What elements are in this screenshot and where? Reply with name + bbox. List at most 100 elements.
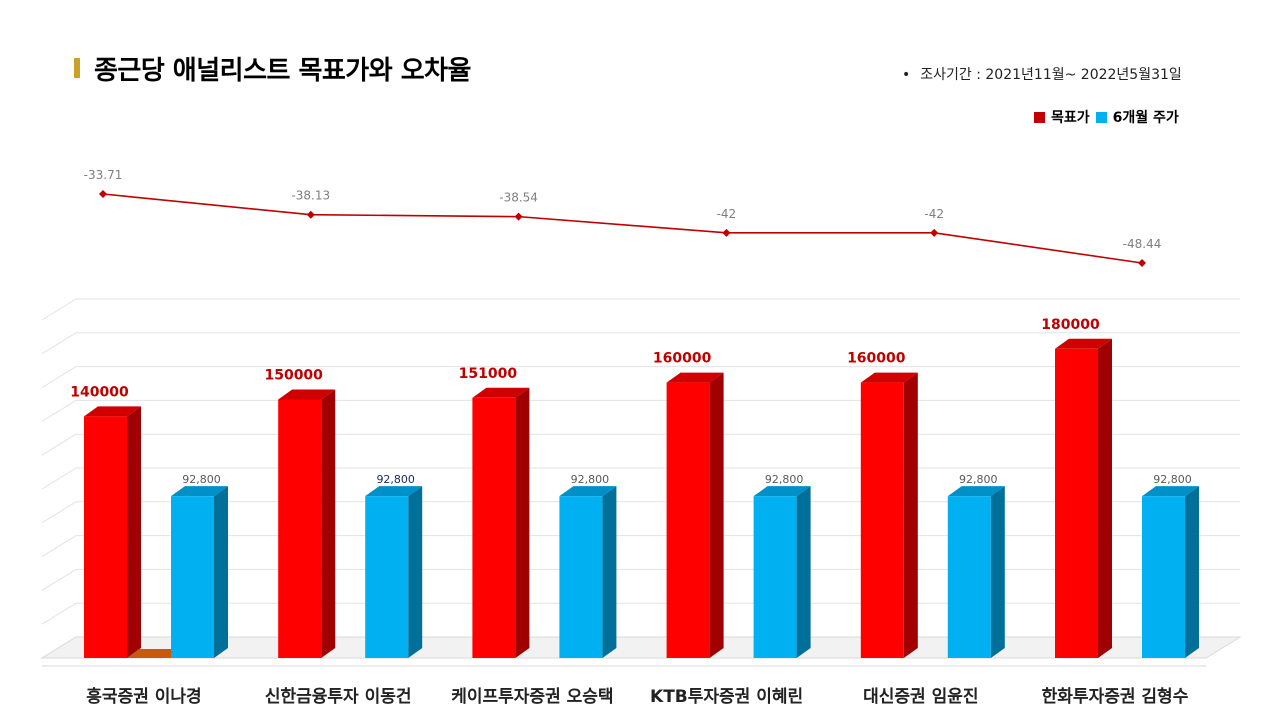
price-bar-front — [171, 496, 214, 658]
target-bar-front — [472, 397, 516, 658]
price-bar-side — [602, 486, 617, 658]
price-bar — [947, 486, 1005, 658]
target-bar — [860, 372, 918, 658]
price-data-label: 92,800 — [571, 473, 610, 486]
price-bar-side — [408, 486, 423, 658]
chart-floor — [40, 636, 1242, 659]
target-bar — [278, 389, 336, 658]
x-tick-label: KTB투자증권 이혜린 — [650, 687, 803, 707]
title-accent-bar — [74, 58, 80, 78]
price-bar-front — [1142, 496, 1185, 658]
price-bar — [1142, 486, 1199, 658]
target-data-label: 180000 — [1041, 317, 1100, 333]
page-title: 종근당 애널리스트 목표가와 오차율 — [94, 56, 471, 86]
error-rate-label: -33.71 — [84, 168, 123, 182]
grid-depth-line — [41, 399, 77, 422]
survey-period: • 조사기간 : 2021년11월~ 2022년5월31일 — [902, 64, 1182, 84]
price-bar-side — [796, 486, 811, 658]
target-bar-front — [860, 382, 904, 658]
error-rate-point — [1138, 259, 1146, 267]
price-bar-front — [947, 496, 991, 658]
x-tick-label: 신한금융투자 이동건 — [265, 687, 412, 707]
target-bar-side — [515, 387, 530, 658]
error-rate-point — [514, 212, 523, 221]
target-bar-top — [1055, 338, 1112, 349]
error-rate-point — [930, 228, 939, 237]
price-bar-top — [947, 486, 1005, 497]
target-bar-top — [472, 387, 530, 398]
target-bar-front — [1055, 348, 1098, 658]
target-bar — [84, 406, 141, 658]
target-data-label: 160000 — [653, 351, 712, 367]
target-bar — [666, 372, 724, 658]
target-bar-top — [278, 389, 336, 400]
target-data-label: 151000 — [459, 366, 518, 382]
error-rate-point — [99, 190, 107, 198]
grid-depth-line — [41, 433, 77, 456]
error-rate-label: -42 — [924, 207, 944, 221]
error-rate-line — [102, 193, 1143, 264]
grid-depth-line — [41, 366, 77, 389]
grid-depth-line — [41, 467, 77, 490]
price-bar — [559, 486, 617, 658]
target-bar-front — [84, 416, 127, 658]
legend-item-price: 6개월 주가 — [1095, 107, 1179, 127]
price-bar-top — [171, 486, 228, 497]
price-data-label: 92,800 — [376, 473, 415, 486]
target-bar-top — [84, 406, 141, 417]
target-bar-top — [860, 372, 918, 383]
grid-depth-line — [41, 332, 77, 355]
x-tick-label: 흥국증권 이나경 — [86, 686, 201, 707]
error-rate-point — [306, 210, 315, 219]
grid-depth-line — [41, 602, 77, 625]
error-rate-label: -38.54 — [499, 191, 538, 205]
error-rate-label: -42 — [717, 207, 737, 221]
legend-item-target: 목표가 — [1034, 107, 1090, 127]
price-bar-top — [1142, 486, 1199, 497]
legend: 목표가 6개월 주가 — [1034, 107, 1185, 127]
x-tick-label: 한화투자증권 김형수 — [1042, 686, 1189, 707]
legend-swatch-price — [1095, 111, 1107, 123]
x-tick-label: 케이프투자증권 오승택 — [451, 687, 613, 707]
period-text: 조사기간 : 2021년11월~ 2022년5월31일 — [920, 67, 1182, 83]
error-rate-label: -38.13 — [291, 189, 330, 203]
legend-label-target: 목표가 — [1051, 110, 1090, 126]
grid-depth-line — [41, 535, 77, 558]
period-bullet: • — [902, 67, 911, 83]
x-tick-label: 대신증권 임윤진 — [863, 686, 978, 707]
price-data-label: 92,800 — [182, 473, 221, 486]
target-bar-front — [666, 382, 710, 658]
price-bar — [753, 486, 811, 658]
target-bar-side — [1098, 338, 1112, 658]
price-bar-front — [559, 496, 603, 658]
price-bar-top — [559, 486, 617, 497]
grid-depth-line — [41, 568, 77, 591]
price-bar-side — [990, 486, 1005, 658]
target-bar — [1055, 338, 1112, 658]
price-bar-side — [214, 486, 228, 658]
target-data-label: 150000 — [264, 368, 323, 384]
target-bar-side — [709, 372, 724, 658]
price-bar-front — [753, 496, 797, 658]
price-bar-top — [365, 486, 423, 497]
legend-label-price: 6개월 주가 — [1112, 110, 1179, 126]
target-bar-front — [278, 399, 322, 658]
price-data-label: 92,800 — [765, 473, 804, 486]
price-bar — [171, 486, 228, 658]
price-bar — [365, 486, 423, 658]
price-bar-side — [1185, 486, 1199, 658]
target-data-label: 160000 — [847, 351, 906, 367]
target-bar-side — [321, 389, 336, 658]
target-bar — [472, 387, 530, 658]
price-bar-front — [365, 496, 409, 658]
target-bar-side — [127, 406, 141, 658]
legend-swatch-target — [1034, 111, 1045, 123]
price-bar-top — [753, 486, 811, 497]
price-data-label: 92,800 — [959, 473, 998, 486]
target-data-label: 140000 — [70, 384, 129, 400]
error-rate-label: -48.44 — [1123, 237, 1162, 251]
floor-accent — [127, 649, 171, 658]
price-data-label: 92,800 — [1153, 473, 1192, 486]
grid-depth-line — [41, 298, 77, 321]
